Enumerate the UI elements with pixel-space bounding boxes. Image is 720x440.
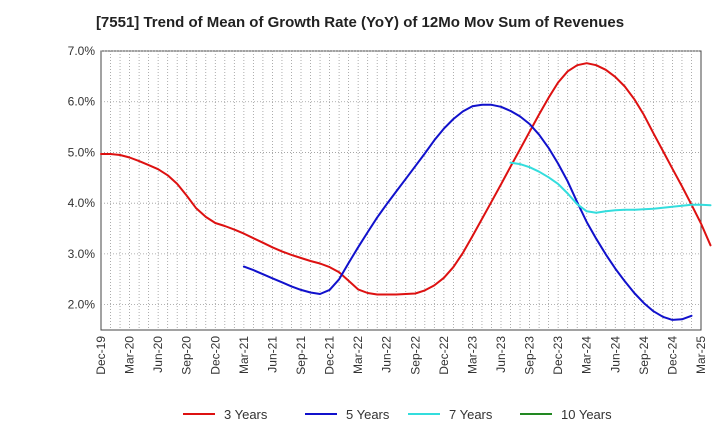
x-tick-label: Jun-24 [608,336,622,373]
x-tick-label: Dec-24 [665,336,679,375]
plot-area [100,50,702,331]
y-tick-label: 6.0% [68,95,96,109]
y-tick-label: 4.0% [68,196,96,210]
x-tick-label: Jun-20 [151,336,165,373]
x-tick-label: Sep-24 [637,336,651,375]
y-tick-label: 5.0% [68,145,96,159]
legend: 3 Years 5 Years 7 Years 10 Years [183,407,612,422]
x-tick-label: Dec-20 [208,336,222,375]
x-tick-label: Jun-21 [265,336,279,373]
x-tick-label: Dec-22 [437,336,451,375]
series-lines [100,62,712,321]
x-tick-label: Sep-20 [180,336,194,375]
legend-label: 3 Years [224,407,268,422]
axis-labels: 2.0% 3.0% 4.0% 5.0% 6.0% 7.0% Dec-19 Mar-20 Jun-… [68,44,708,375]
series-line [242,103,693,321]
chart-title: [7551] Trend of Mean of Growth Rate (YoY… [95,14,625,31]
x-tick-label: Mar-24 [580,336,594,374]
series-line [100,62,712,296]
x-tick-label: Mar-22 [351,336,365,374]
x-tick-label: Dec-21 [323,336,337,375]
y-tick-label: 2.0% [68,298,96,312]
legend-label: 7 Years [449,407,493,422]
x-tick-label: Dec-23 [551,336,565,375]
x-tick-label: Sep-22 [408,336,422,375]
x-tick-label: Mar-23 [465,336,479,374]
legend-label: 10 Years [561,407,612,422]
x-tick-label: Mar-21 [237,336,251,374]
series-line [509,161,712,214]
legend-label: 5 Years [346,407,390,422]
x-tick-label: Dec-19 [94,336,108,375]
x-tick-label: Jun-22 [380,336,394,373]
x-tick-label: Sep-21 [294,336,308,375]
x-tick-label: Mar-20 [123,336,137,374]
x-tick-label: Mar-25 [694,336,708,374]
x-tick-label: Jun-23 [494,336,508,373]
y-tick-label: 3.0% [68,247,96,261]
x-tick-label: Sep-23 [523,336,537,375]
grid [101,50,701,330]
y-tick-label: 7.0% [68,44,96,58]
